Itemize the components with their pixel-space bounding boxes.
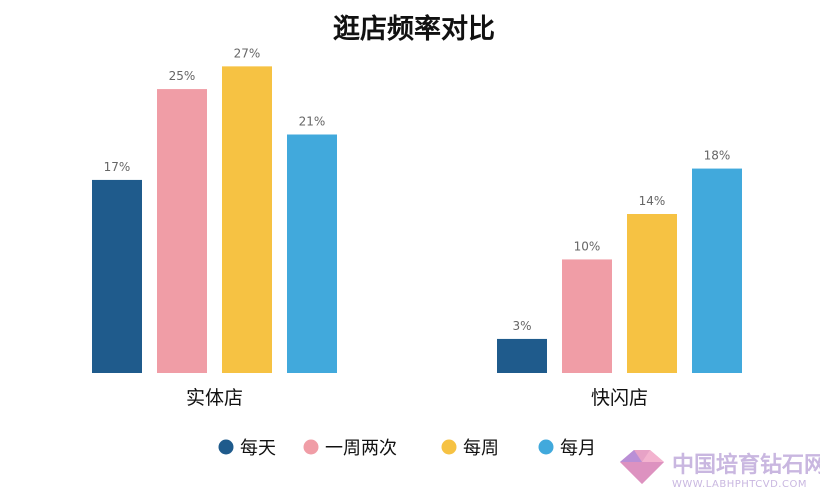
- data-label: 10%: [574, 239, 601, 253]
- legend-label: 每周: [463, 438, 499, 459]
- bar-1-0: [497, 338, 547, 373]
- bar-0-1: [157, 89, 207, 374]
- watermark-url: WWW.LABHPHTCVD.COM: [672, 479, 807, 490]
- bar-0-2: [222, 66, 272, 373]
- bar-0-3: [287, 134, 337, 373]
- category-label: 快闪店: [591, 387, 648, 409]
- bar-1-3: [692, 168, 742, 373]
- data-label: 18%: [704, 149, 731, 163]
- legend: 每天 一周两次 每周 每月: [218, 438, 596, 459]
- watermark-text: 中国培育钻石网: [672, 452, 820, 478]
- bar-1-2: [627, 214, 677, 373]
- legend-marker: [303, 439, 319, 455]
- legend-marker: [441, 439, 457, 455]
- data-label: 14%: [639, 194, 666, 208]
- legend-marker: [538, 439, 554, 455]
- category-label: 实体店: [186, 387, 243, 409]
- watermark: 中国培育钻石网 WWW.LABHPHTCVD.COM: [620, 450, 820, 490]
- data-label: 27%: [234, 46, 261, 60]
- data-label: 25%: [169, 69, 196, 83]
- legend-label: 每天: [240, 438, 276, 459]
- diamond-logo-icon: [620, 450, 664, 484]
- data-label: 17%: [104, 160, 131, 174]
- data-label: 21%: [299, 115, 326, 129]
- bar-0-0: [92, 179, 142, 373]
- chart-title: 逛店频率对比: [333, 13, 495, 45]
- legend-label: 每月: [560, 438, 596, 459]
- legend-label: 一周两次: [325, 438, 397, 459]
- legend-marker: [218, 439, 234, 455]
- bar-1-1: [562, 259, 612, 373]
- data-label: 3%: [512, 319, 531, 333]
- bars-layer: 17% 25% 27% 21% 实体店 3% 10% 14% 18% 快闪店: [92, 46, 742, 409]
